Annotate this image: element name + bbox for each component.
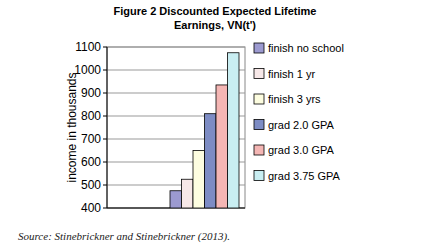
chart-svg: Figure 2 Discounted Expected Lifetime Ear… <box>0 0 426 252</box>
title-line: Earnings, VN(t') <box>174 19 256 31</box>
bar <box>193 151 205 209</box>
tick-mark <box>103 47 107 48</box>
tick-label: 700 <box>81 132 101 146</box>
title-line: Figure 2 Discounted Expected Lifetime <box>114 5 317 17</box>
tick-mark <box>103 139 107 140</box>
plot-frame <box>107 47 245 208</box>
grid-line <box>107 47 245 48</box>
bar <box>182 179 194 208</box>
bars <box>170 53 239 208</box>
legend-swatch <box>254 171 264 181</box>
tick-label: 1100 <box>75 40 101 54</box>
tick-mark <box>103 185 107 186</box>
tick-mark <box>103 93 107 94</box>
legend-label: grad 2.0 GPA <box>268 119 334 131</box>
title: Figure 2 Discounted Expected Lifetime Ear… <box>114 5 317 31</box>
tick-label: 600 <box>81 155 101 169</box>
tick-label: 800 <box>81 109 101 123</box>
tick-mark <box>103 208 107 209</box>
source-note: Source: Stinebrickner and Stinebrickner … <box>18 230 230 243</box>
legend-swatch <box>254 145 264 155</box>
grid-line <box>107 70 245 71</box>
y-axis <box>107 47 108 208</box>
bar <box>170 191 182 208</box>
bar <box>228 53 240 208</box>
legend-swatch <box>254 43 264 53</box>
tick-label: 500 <box>81 178 101 192</box>
legend-label: finish no school <box>268 42 344 54</box>
bar <box>216 85 228 208</box>
y-axis-label: income in thousands <box>65 72 79 182</box>
legend-label: finish 3 yrs <box>268 93 321 105</box>
tick-label: 900 <box>81 86 101 100</box>
legend-label: finish 1 yr <box>268 68 315 80</box>
chart: Figure 2 Discounted Expected Lifetime Ear… <box>0 0 426 252</box>
tick-mark <box>103 162 107 163</box>
legend-label: grad 3.0 GPA <box>268 144 334 156</box>
legend-swatch <box>254 69 264 79</box>
legend-swatch <box>254 94 264 104</box>
tick-mark <box>103 70 107 71</box>
legend-label: grad 3.75 GPA <box>268 170 341 182</box>
legend-swatch <box>254 120 264 130</box>
tick-mark <box>103 116 107 117</box>
tick-label: 400 <box>81 201 101 215</box>
bar <box>205 114 217 208</box>
